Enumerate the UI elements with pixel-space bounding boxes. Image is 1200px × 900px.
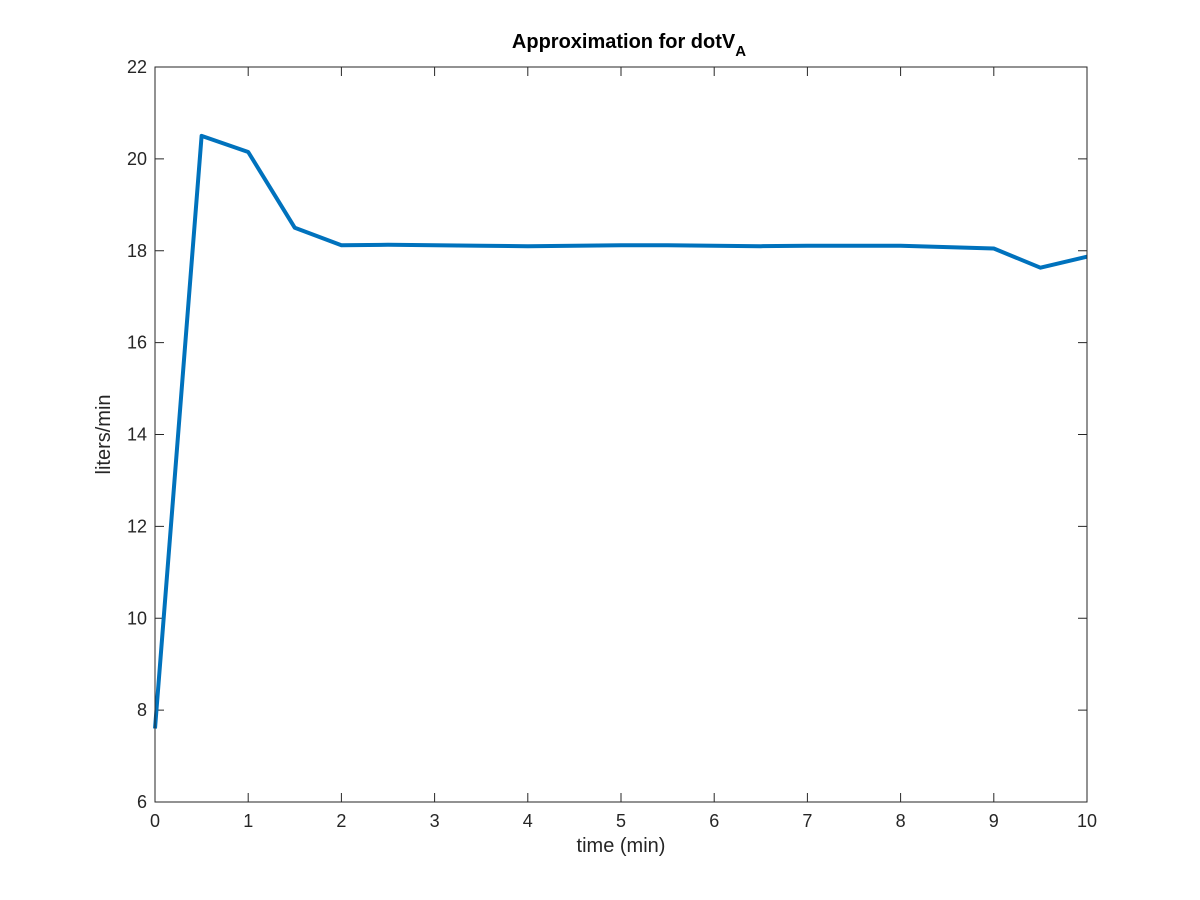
y-tick-label: 20 (127, 149, 147, 169)
x-tick-label: 5 (616, 811, 626, 831)
x-tick-label: 0 (150, 811, 160, 831)
title-main: Approximation for dotV (512, 31, 736, 53)
plot-frame (154, 66, 1088, 803)
y-tick-label: 14 (127, 425, 147, 445)
x-tick-label: 7 (802, 811, 812, 831)
chart-title: Approximation for dotVA (512, 31, 746, 60)
x-tick-label: 3 (430, 811, 440, 831)
y-tick-label: 12 (127, 516, 147, 536)
y-tick-label: 22 (127, 57, 147, 77)
series-lines (153, 133, 1088, 729)
y-tick-label: 6 (137, 792, 147, 812)
x-tick-label: 1 (243, 811, 253, 831)
x-tick-label: 6 (709, 811, 719, 831)
x-tick-label: 2 (336, 811, 346, 831)
x-axis-label: time (min) (577, 835, 666, 857)
x-tick-label: 10 (1077, 811, 1097, 831)
y-tick-label: 16 (127, 333, 147, 353)
y-axis-label: liters/min (93, 394, 115, 474)
y-tick-label: 10 (127, 608, 147, 628)
series-line (153, 133, 1088, 729)
y-tick-label: 18 (127, 241, 147, 261)
y-tick-label: 8 (137, 700, 147, 720)
x-tick-label: 8 (896, 811, 906, 831)
plot-area (155, 67, 1087, 802)
title-subscript: A (735, 43, 746, 60)
x-tick-label: 4 (523, 811, 533, 831)
x-tick-label: 9 (989, 811, 999, 831)
